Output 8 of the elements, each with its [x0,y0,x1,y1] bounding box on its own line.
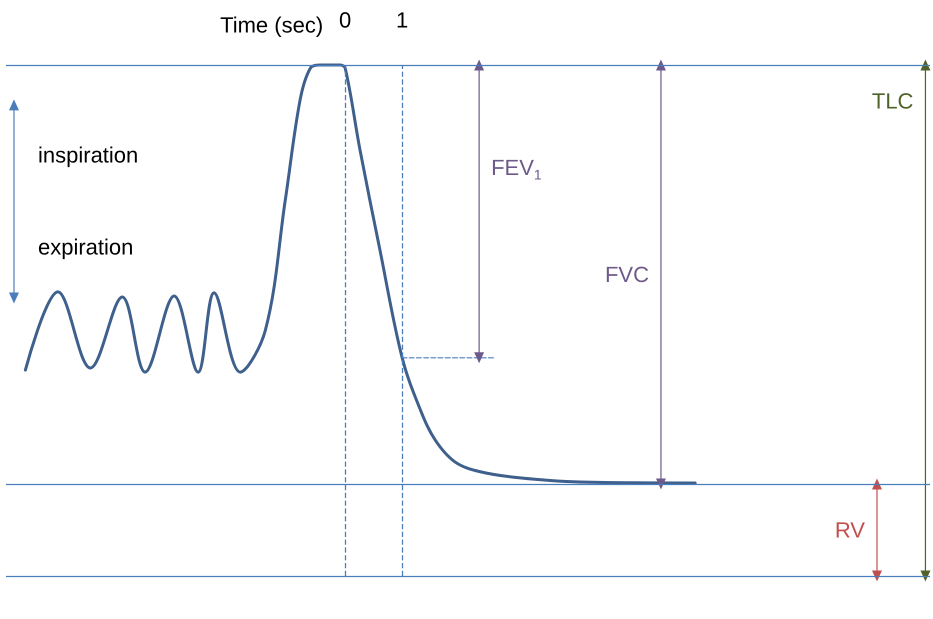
x-tick-label: 1 [396,8,408,32]
series-label: RV [834,518,866,543]
x-tick-label: 0 [339,8,352,32]
series-label: FVC [604,262,650,288]
annotation: expiration [38,234,134,260]
annotation: inspiration [38,142,138,168]
series-label: TLC [872,88,914,114]
x-axis-title: Time (sec) [220,12,324,38]
